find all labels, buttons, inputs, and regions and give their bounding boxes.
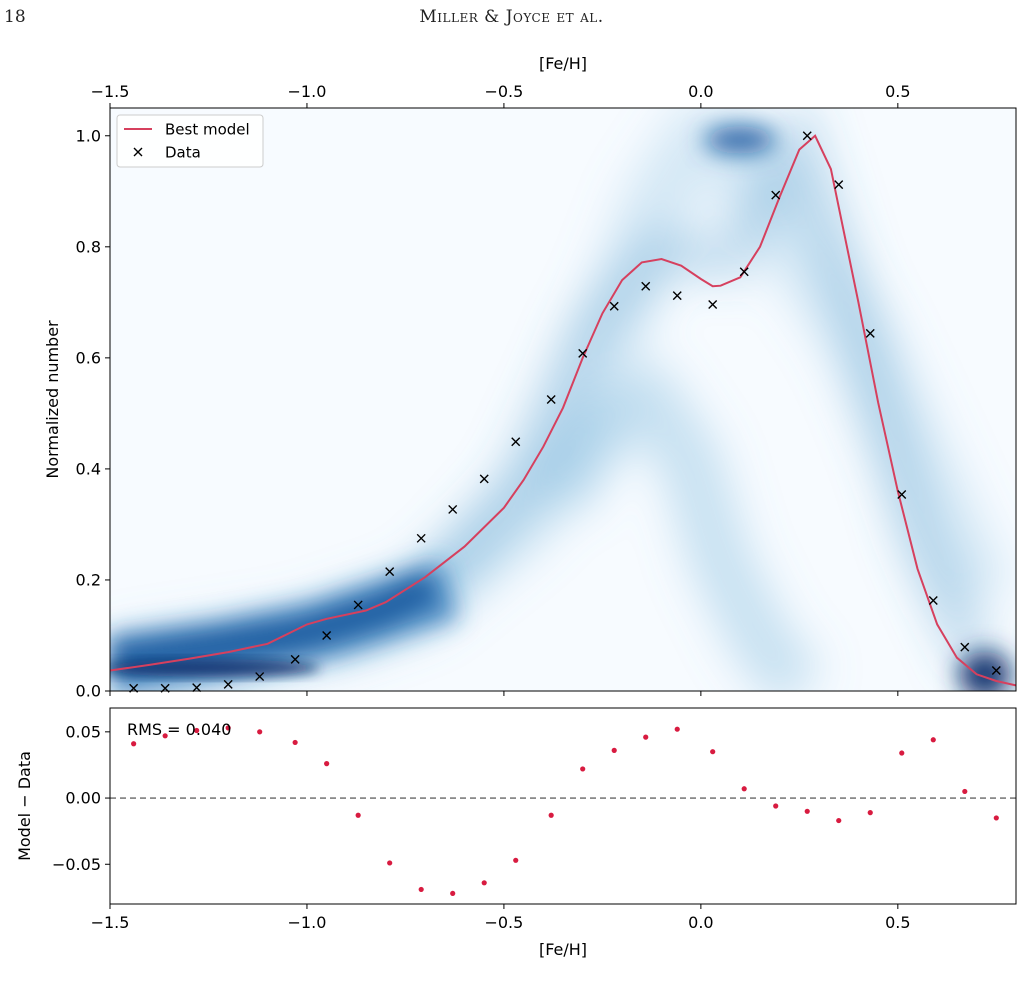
- data-marker: [897, 489, 907, 499]
- residual-point: [131, 741, 137, 747]
- data-marker: [578, 348, 588, 358]
- heatmap-peak-right: [959, 651, 1011, 691]
- residual-point: [867, 810, 873, 816]
- data-marker: [479, 474, 489, 484]
- x-tick-label-bottom: −1.0: [288, 913, 327, 932]
- legend-box: [116, 114, 264, 168]
- rms-annotation: RMS = 0.040: [127, 720, 231, 739]
- data-marker: [834, 180, 844, 190]
- main-panel: −1.5 −1.0 −0.5 0.0 0.5 [Fe/H] 0.0 0.2 0.4 0.6 0.8 1…: [43, 54, 1017, 701]
- data-marker: [928, 596, 938, 605]
- data-marker: [802, 131, 812, 141]
- y-tick-label: 0.05: [65, 722, 101, 741]
- x-tick-label-top: −1.0: [288, 82, 327, 101]
- residual-panel: −1.5 −1.0 −0.5 0.0 0.5 [Fe/H] 0.05 0.00 −0.05 Mod…: [15, 707, 1017, 959]
- data-marker: [255, 672, 265, 682]
- residual-point: [773, 803, 779, 809]
- residual-point: [450, 890, 456, 897]
- data-marker: [223, 679, 233, 689]
- x-tick-label-top: 0.5: [885, 82, 910, 101]
- data-marker: [290, 654, 300, 664]
- y-tick-label: 0.2: [76, 570, 101, 589]
- x-tick-label-bottom: 0.5: [885, 913, 910, 932]
- legend-marker-swatch: [133, 147, 143, 157]
- heatmap-peak-top: [704, 126, 776, 154]
- page-header: 18 Miller & Joyce et al.: [0, 0, 1023, 40]
- data-marker: [609, 301, 619, 311]
- heatmap-layer: [110, 108, 1016, 691]
- residual-point: [418, 886, 424, 893]
- y-tick-label: 0.00: [65, 789, 101, 808]
- residual-point: [643, 734, 649, 740]
- x-tick-label-top: −1.5: [91, 82, 130, 101]
- residual-point: [741, 786, 747, 792]
- residual-point: [804, 808, 810, 814]
- residual-point: [993, 815, 999, 821]
- y-tick-label: 0.8: [76, 237, 101, 256]
- heatmap-core-left-outer: [110, 561, 459, 691]
- top-axis-title: [Fe/H]: [539, 54, 587, 73]
- data-marker: [991, 665, 1001, 675]
- data-marker: [865, 328, 875, 338]
- residual-point: [225, 725, 231, 731]
- y-tick-label: 0.0: [76, 682, 101, 701]
- residual-point: [548, 812, 554, 818]
- data-marker: [416, 533, 426, 543]
- y-tick-label: 1.0: [76, 126, 101, 145]
- residual-point: [899, 750, 905, 756]
- residual-plot-frame: [109, 707, 1017, 905]
- data-marker: [672, 291, 682, 301]
- residual-point: [355, 812, 361, 818]
- data-marker: [322, 630, 332, 640]
- residual-point: [580, 766, 586, 772]
- residual-point: [513, 857, 519, 863]
- residual-y-axis-title: Model − Data: [15, 751, 34, 861]
- data-marker: [546, 395, 556, 404]
- data-marker: [192, 683, 202, 693]
- residual-point: [611, 747, 617, 753]
- y-tick-label: −0.05: [52, 855, 101, 874]
- x-tick-label-bottom: −1.5: [91, 913, 130, 932]
- x-axis-title: [Fe/H]: [539, 940, 587, 959]
- best-model-line: [110, 134, 1016, 687]
- legend: Best model Data: [116, 114, 264, 168]
- residual-point: [387, 860, 393, 866]
- data-marker: [641, 281, 651, 291]
- residual-point: [962, 788, 968, 795]
- legend-label-data: Data: [165, 144, 201, 162]
- residual-point: [930, 737, 936, 743]
- residual-point: [674, 726, 680, 732]
- running-head: Miller & Joyce et al.: [419, 7, 604, 27]
- legend-label-model: Best model: [165, 121, 250, 139]
- residual-point: [257, 729, 263, 735]
- data-marker: [771, 190, 781, 200]
- x-tick-label-bottom: −0.5: [484, 913, 523, 932]
- residual-point: [194, 727, 200, 734]
- data-marker: [511, 437, 521, 447]
- y-tick-label: 0.4: [76, 459, 101, 478]
- data-marker: [385, 567, 395, 577]
- x-tick-label-top: 0.0: [688, 82, 713, 101]
- data-marker: [353, 600, 363, 610]
- residual-point: [710, 749, 716, 755]
- y-tick-label: 0.6: [76, 348, 101, 367]
- data-marker: [708, 300, 718, 310]
- data-marker: [960, 642, 970, 652]
- residual-point: [836, 817, 842, 824]
- x-tick-label-bottom: 0.0: [688, 913, 713, 932]
- residual-point: [324, 761, 330, 767]
- data-marker: [739, 267, 749, 277]
- y-axis-title: Normalized number: [43, 320, 62, 479]
- residual-point: [481, 880, 487, 886]
- x-tick-label-top: −0.5: [484, 82, 523, 101]
- residual-point: [162, 733, 168, 739]
- main-plot-frame: [109, 107, 1017, 692]
- residual-point: [292, 739, 298, 746]
- data-marker: [448, 504, 458, 514]
- page-number: 18: [4, 7, 26, 27]
